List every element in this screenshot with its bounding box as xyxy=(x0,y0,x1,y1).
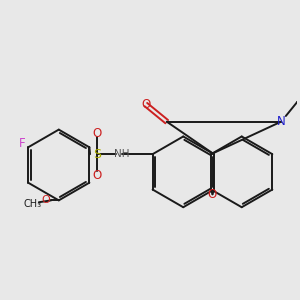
Text: CH₃: CH₃ xyxy=(23,199,41,209)
Text: N: N xyxy=(277,115,286,128)
Text: S: S xyxy=(93,148,101,161)
Text: O: O xyxy=(208,188,217,201)
Text: O: O xyxy=(141,98,151,111)
Text: O: O xyxy=(41,195,50,206)
Text: O: O xyxy=(92,127,101,140)
Text: F: F xyxy=(19,137,26,150)
Text: NH: NH xyxy=(114,149,130,159)
Text: O: O xyxy=(92,169,101,182)
